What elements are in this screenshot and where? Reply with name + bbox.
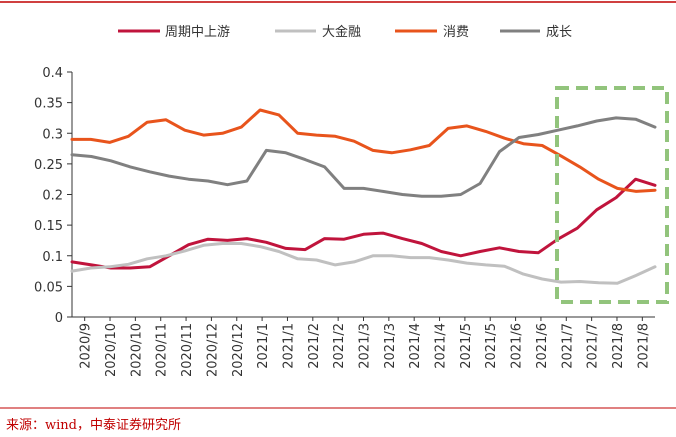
y-tick-label: 0.25 [34, 158, 63, 173]
x-tick-label: 2020/12 [205, 323, 220, 377]
source-note: 来源：wind，中泰证券研究所 [6, 417, 181, 433]
x-tick-label: 2020/9 [79, 323, 94, 369]
x-tick-label: 2021/5 [459, 323, 474, 369]
x-tick-label: 2021/2 [332, 323, 347, 369]
legend-label-0: 周期中上游 [165, 25, 230, 40]
legend-label-3: 成长 [546, 25, 572, 40]
y-tick-label: 0.3 [42, 127, 63, 142]
x-tick-label: 2020/12 [231, 323, 246, 377]
y-tick-label: 0 [55, 311, 63, 326]
y-tick-label: 0.05 [34, 280, 63, 295]
x-tick-label: 2021/3 [383, 323, 398, 369]
y-ticks: 0 0.05 0.1 0.15 0.2 0.25 0.3 0.35 0.4 [34, 66, 72, 326]
x-tick-label: 2021/3 [358, 323, 373, 369]
x-tick-label: 2020/10 [104, 323, 119, 377]
x-ticks: 2020/9 2020/10 2020/10 2020/11 2020/11 2020/1… [79, 317, 651, 377]
legend: 周期中上游 大金融 消费 成长 [118, 24, 572, 40]
x-tick-label: 2021/7 [586, 323, 601, 369]
x-tick-label: 2020/11 [180, 323, 195, 377]
x-tick-label: 2021/2 [307, 323, 322, 369]
series-line-0 [70, 177, 657, 270]
x-tick-label: 2021/7 [560, 323, 575, 369]
series-lines [70, 108, 657, 285]
x-tick-label: 2021/8 [636, 323, 651, 369]
x-tick-label: 2020/11 [155, 323, 170, 377]
x-tick-label: 2020/10 [129, 323, 144, 377]
legend-label-2: 消费 [443, 25, 469, 40]
x-tick-label: 2021/1 [281, 323, 296, 369]
x-tick-label: 2021/4 [408, 323, 423, 369]
highlight-box [555, 86, 669, 304]
x-tick-label: 2021/5 [484, 323, 499, 369]
series-line-3 [70, 116, 657, 198]
legend-label-1: 大金融 [322, 24, 361, 40]
y-tick-label: 0.1 [42, 250, 63, 265]
x-tick-label: 2021/6 [535, 323, 550, 369]
x-tick-label: 2021/1 [256, 323, 271, 369]
series-line-1 [70, 242, 657, 285]
x-tick-label: 2021/4 [434, 323, 449, 369]
y-tick-label: 0.4 [42, 66, 63, 81]
y-tick-label: 0.35 [34, 97, 63, 112]
y-tick-label: 0.2 [42, 189, 63, 204]
x-tick-label: 2021/6 [510, 323, 525, 369]
series-line-2 [70, 108, 657, 193]
x-tick-label: 2021/8 [611, 323, 626, 369]
y-tick-label: 0.15 [34, 219, 63, 234]
